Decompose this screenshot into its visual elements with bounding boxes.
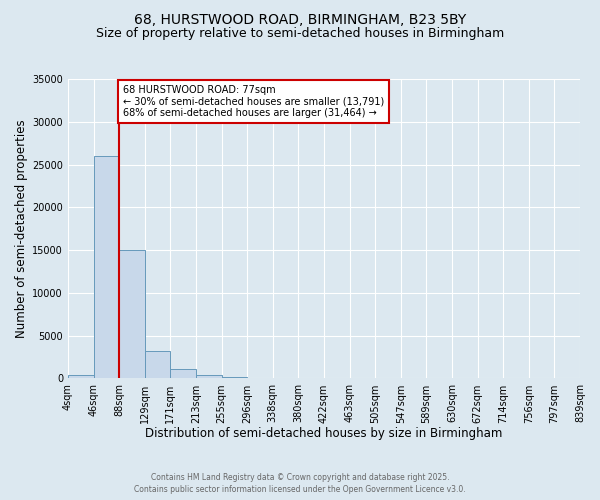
Bar — [68, 375, 94, 378]
Text: 68 HURSTWOOD ROAD: 77sqm
← 30% of semi-detached houses are smaller (13,791)
68% : 68 HURSTWOOD ROAD: 77sqm ← 30% of semi-d… — [123, 85, 384, 118]
Text: Contains HM Land Registry data © Crown copyright and database right 2025.: Contains HM Land Registry data © Crown c… — [151, 472, 449, 482]
X-axis label: Distribution of semi-detached houses by size in Birmingham: Distribution of semi-detached houses by … — [145, 427, 503, 440]
Text: Size of property relative to semi-detached houses in Birmingham: Size of property relative to semi-detach… — [96, 28, 504, 40]
Bar — [94, 156, 119, 378]
Bar — [221, 377, 247, 378]
Bar — [170, 369, 196, 378]
Y-axis label: Number of semi-detached properties: Number of semi-detached properties — [15, 120, 28, 338]
Text: 68, HURSTWOOD ROAD, BIRMINGHAM, B23 5BY: 68, HURSTWOOD ROAD, BIRMINGHAM, B23 5BY — [134, 12, 466, 26]
Bar — [196, 375, 221, 378]
Bar — [145, 351, 170, 378]
Text: Contains public sector information licensed under the Open Government Licence v3: Contains public sector information licen… — [134, 485, 466, 494]
Bar — [119, 250, 145, 378]
